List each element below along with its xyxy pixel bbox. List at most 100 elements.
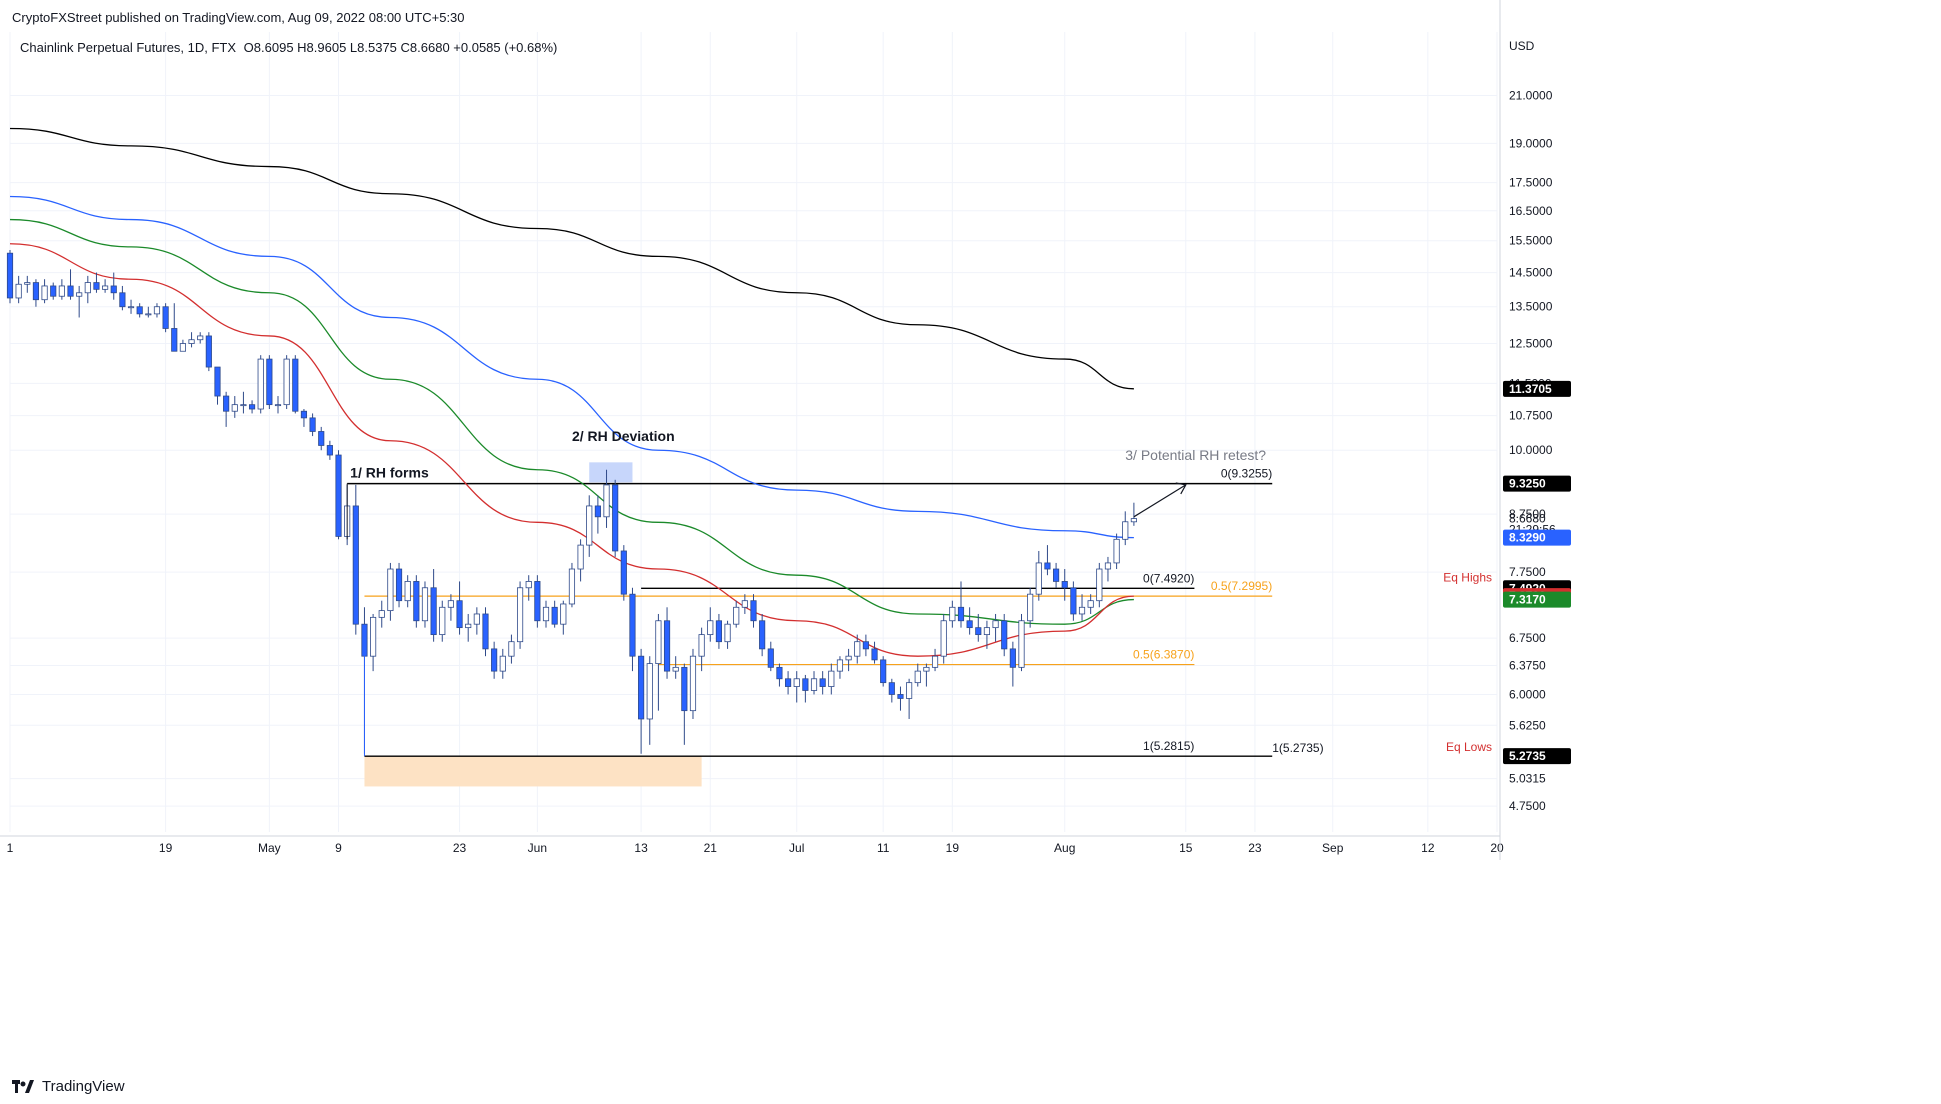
candle-body [949, 606, 956, 622]
moving-average-line [9, 127, 1134, 390]
candle-body [136, 306, 143, 315]
candle-body [50, 285, 57, 297]
candle-body [309, 417, 316, 432]
candle-body [24, 282, 31, 285]
annotation-text: 2/ RH Deviation [572, 428, 675, 444]
candle-body [854, 641, 861, 657]
x-tick-label: 9 [335, 841, 342, 855]
candle-body [110, 285, 117, 294]
candle-body [888, 682, 895, 695]
candle-body [1070, 587, 1077, 615]
y-tick-label: 15.5000 [1509, 234, 1553, 248]
candle-body [67, 285, 74, 297]
y-tick-label: 6.3750 [1509, 658, 1546, 672]
candle-body [871, 648, 878, 661]
x-tick-label: 12 [1421, 841, 1435, 855]
price-tag-label: 5.2735 [1509, 749, 1546, 763]
x-tick-label: Sep [1322, 841, 1344, 855]
candle-body [551, 606, 558, 625]
candle-body [914, 670, 921, 684]
candle-body [257, 358, 264, 410]
x-tick-label: Jun [528, 841, 547, 855]
x-tick-label: 11 [877, 841, 890, 855]
candle-body [759, 620, 766, 650]
x-tick-label: 21 [704, 841, 718, 855]
level-label: 0(7.4920) [1143, 571, 1194, 585]
candle-body [1018, 620, 1025, 668]
candle-body [845, 655, 852, 661]
tradingview-logo-icon [12, 1079, 34, 1093]
candle-body [741, 600, 748, 608]
y-tick-label: 12.5000 [1509, 337, 1553, 351]
candle-body [1096, 568, 1103, 602]
candle-body [750, 600, 757, 622]
candle-body [655, 620, 662, 664]
candle-body [715, 620, 722, 643]
candle-body [188, 339, 195, 344]
price-tag: 5.2735 [1503, 748, 1571, 765]
y-tick-label: 5.6250 [1509, 718, 1546, 732]
candle-body [767, 648, 774, 668]
candle-body [836, 659, 844, 672]
tradingview-brand[interactable]: TradingView [12, 1078, 125, 1095]
candle-body [171, 328, 178, 352]
candle-body [663, 620, 671, 672]
price-tag: 8.6680 [1509, 512, 1546, 526]
y-tick-label: 21.0000 [1509, 88, 1553, 102]
y-tick-label: 14.5000 [1509, 266, 1553, 280]
publisher-line: CryptoFXStreet published on TradingView.… [12, 10, 465, 25]
x-tick-label: Jul [789, 841, 804, 855]
price-tag-label: 8.6680 [1509, 512, 1546, 526]
candle-body [707, 620, 714, 636]
candle-body [906, 682, 913, 699]
candle-body [802, 678, 809, 691]
candle-body [1009, 648, 1016, 668]
candle-body [335, 454, 342, 537]
candle-body [516, 587, 524, 643]
candle-body [603, 484, 610, 518]
brand-name: TradingView [42, 1078, 125, 1095]
y-tick-label: 7.7500 [1509, 565, 1546, 579]
y-tick-label: 13.5000 [1509, 300, 1553, 314]
candle-body [439, 606, 446, 636]
candle-body [992, 620, 999, 629]
candle-body [776, 666, 783, 680]
x-tick-label: Aug [1054, 841, 1075, 855]
candle-body [205, 335, 212, 368]
price-tag-box [1503, 475, 1571, 492]
level-label: 1(5.2815) [1143, 739, 1194, 753]
x-tick-label: 23 [453, 841, 467, 855]
candle-body [430, 587, 437, 636]
candle-body [1044, 562, 1051, 570]
x-tick-label: 13 [634, 841, 648, 855]
highlight-zone [589, 462, 633, 483]
candle-body [620, 550, 627, 595]
candle-body [612, 484, 619, 552]
candle-body [1078, 606, 1086, 615]
price-tag-label: 7.3170 [1509, 593, 1546, 607]
candle-body [370, 616, 377, 657]
candle-body [283, 358, 290, 406]
candle-body [499, 655, 506, 672]
candle-body [793, 678, 800, 687]
candle-body [923, 666, 930, 672]
candle-body [534, 581, 541, 622]
candle-body [93, 282, 100, 290]
candle-body [214, 366, 221, 397]
candle-body [223, 395, 230, 412]
candle-body [318, 431, 325, 446]
price-tag-box [1503, 529, 1571, 546]
price-tag-label: 8.3290 [1509, 531, 1546, 545]
y-tick-label: 6.7500 [1509, 631, 1546, 645]
annotation-text: 1/ RH forms [350, 464, 429, 480]
candle-body [352, 505, 359, 625]
candle-body [266, 358, 273, 406]
projection-arrow-line [1133, 484, 1187, 518]
highlight-zone [364, 756, 702, 787]
candle-body [413, 581, 420, 622]
candle-body [568, 568, 576, 605]
candle-body [931, 655, 939, 668]
price-tag: 8.3290 [1503, 529, 1571, 546]
x-tick-label: 1 [7, 841, 14, 855]
